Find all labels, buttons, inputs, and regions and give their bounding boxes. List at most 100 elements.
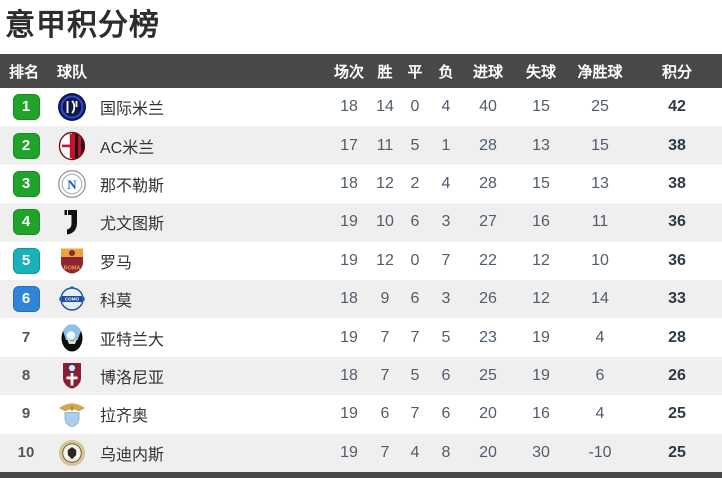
atalanta-logo <box>57 323 87 353</box>
goals-for-value: 28 <box>479 136 497 154</box>
page-title: 意甲积分榜 <box>5 9 160 42</box>
draws-value: 5 <box>410 136 420 154</box>
goal-diff-value: 6 <box>595 366 605 384</box>
team-name[interactable]: AC米兰 <box>100 139 155 157</box>
wins-value: 7 <box>380 443 390 461</box>
losses-value: 6 <box>441 366 451 384</box>
team-name[interactable]: 尤文图斯 <box>100 216 165 234</box>
rank-badge: 7 <box>21 328 31 346</box>
wins-value: 14 <box>376 98 394 116</box>
rank-badge: 3 <box>12 170 40 197</box>
played-value: 19 <box>340 405 358 423</box>
svg-text:COMO: COMO <box>65 297 80 302</box>
goals-against-value: 15 <box>532 98 550 116</box>
col-header-rank: 排名 <box>9 63 40 81</box>
draws-value: 7 <box>410 328 420 346</box>
draws-value: 7 <box>410 405 420 423</box>
losses-value: 7 <box>441 251 451 269</box>
team-name[interactable]: 博洛尼亚 <box>100 369 165 387</box>
table-row: 10 乌迪内斯 19 7 4 8 20 30 -10 25 <box>0 433 722 472</box>
goals-for-value: 26 <box>479 290 497 308</box>
losses-value: 5 <box>441 328 451 346</box>
goal-diff-value: 4 <box>595 328 605 346</box>
draws-value: 0 <box>410 251 420 269</box>
col-header-team: 球队 <box>57 63 88 81</box>
rank-badge: 5 <box>12 247 40 274</box>
losses-value: 4 <box>441 98 451 116</box>
rank-badge: 8 <box>21 366 31 384</box>
goals-for-value: 25 <box>479 366 497 384</box>
napoli-logo: N <box>57 169 87 199</box>
roma-logo: ROMA <box>57 246 87 276</box>
draws-value: 6 <box>410 213 420 231</box>
team-name[interactable]: 科莫 <box>100 293 133 311</box>
table-row: 7 亚特兰大 19 7 7 5 23 19 4 28 <box>0 318 722 357</box>
goals-against-value: 30 <box>532 443 550 461</box>
table-header: 排名 球队 场次 胜 平 负 进球 失球 净胜球 积分 <box>0 54 722 88</box>
losses-value: 1 <box>441 136 451 154</box>
losses-value: 3 <box>441 290 451 308</box>
goals-against-value: 19 <box>532 366 550 384</box>
wins-value: 12 <box>376 174 394 192</box>
played-value: 18 <box>340 98 358 116</box>
table-row: 3 N 那不勒斯 18 12 2 4 28 15 13 38 <box>0 164 722 204</box>
table-row: 1 国际米兰 18 14 0 4 40 15 25 42 <box>0 88 722 127</box>
svg-text:N: N <box>67 177 77 192</box>
inter-milan-logo <box>57 92 87 122</box>
wins-value: 10 <box>376 213 394 231</box>
goals-against-value: 19 <box>532 328 550 346</box>
points-value: 42 <box>668 98 686 116</box>
team-name[interactable]: 拉齐奥 <box>100 408 149 426</box>
col-header-win: 胜 <box>377 63 393 81</box>
table-body: 1 国际米兰 18 14 0 4 4 0 15 25 42 2 AC米兰 17 1… <box>0 88 722 472</box>
team-name[interactable]: 亚特兰大 <box>100 331 165 349</box>
goal-diff-value: 13 <box>591 174 609 192</box>
goals-against-value: 15 <box>532 174 550 192</box>
goal-diff-value: 4 <box>595 405 605 423</box>
draws-value: 4 <box>410 443 420 461</box>
points-value: 26 <box>668 366 686 384</box>
team-name[interactable]: 那不勒斯 <box>100 177 165 195</box>
points-value: 38 <box>668 174 686 192</box>
rank-badge: 2 <box>12 132 40 159</box>
lazio-logo <box>57 399 87 429</box>
table-row: 5 ROMA 罗马 19 12 0 7 22 12 10 36 <box>0 241 722 280</box>
como-logo: COMO <box>57 284 87 314</box>
team-name[interactable]: 国际米兰 <box>100 101 165 119</box>
rank-badge: 9 <box>21 405 31 423</box>
goals-against-value: 13 <box>532 136 550 154</box>
goal-diff-value: -10 <box>588 443 612 461</box>
table-row: 6 COMO 科莫 18 9 6 3 26 12 14 33 <box>0 279 722 319</box>
played-value: 19 <box>340 213 358 231</box>
goals-against-value: 16 <box>532 405 550 423</box>
col-header-goals-for: 进球 <box>472 63 503 81</box>
wins-value: 9 <box>380 290 390 308</box>
wins-value: 6 <box>380 405 390 423</box>
played-value: 17 <box>340 136 358 154</box>
wins-value: 7 <box>380 328 390 346</box>
draws-value: 0 <box>410 98 420 116</box>
draws-value: 5 <box>410 366 420 384</box>
wins-value: 12 <box>376 251 394 269</box>
ac-milan-logo <box>57 131 87 161</box>
table-row: 4 尤文图斯 19 10 6 3 27 16 11 36 <box>0 203 722 242</box>
losses-value: 6 <box>441 405 451 423</box>
rank-badge: 10 <box>17 443 35 461</box>
table-row: 2 AC米兰 17 11 5 1 28 13 15 38 <box>0 126 722 165</box>
goals-for-value: 23 <box>479 328 497 346</box>
bologna-logo <box>57 361 87 391</box>
points-value: 33 <box>668 290 686 308</box>
team-name[interactable]: 乌迪内斯 <box>100 446 165 464</box>
losses-value: 3 <box>441 213 451 231</box>
goals-for-value: 28 <box>479 174 497 192</box>
table-row: 8 博洛尼亚 18 7 5 6 25 19 6 26 <box>0 356 722 396</box>
draws-value: 6 <box>410 290 420 308</box>
wins-value: 7 <box>380 366 390 384</box>
col-header-goal-diff: 净胜球 <box>577 63 623 81</box>
goal-diff-value: 15 <box>591 136 609 154</box>
team-name[interactable]: 罗马 <box>100 254 133 272</box>
played-value: 18 <box>340 174 358 192</box>
goal-diff-value: 25 <box>591 98 609 116</box>
wins-value: 11 <box>376 136 394 154</box>
